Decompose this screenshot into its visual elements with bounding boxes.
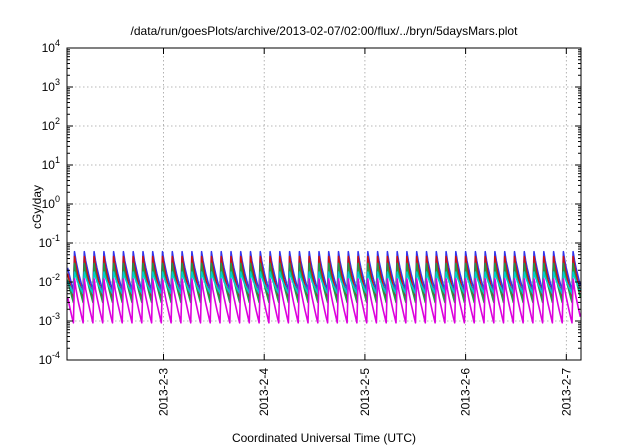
data-series-group — [66, 250, 582, 324]
x-tick-label: 2013-2-6 — [459, 368, 473, 416]
data-series-line-3 — [66, 262, 582, 304]
y-tick-label: 103 — [42, 77, 60, 94]
y-tick-label: 101 — [42, 155, 60, 172]
x-axis-ticks: 2013-2-3 2013-2-4 2013-2-5 2013-2-6 2013-2-7 — [157, 48, 573, 416]
y-tick-label: 10-4 — [39, 350, 60, 367]
x-tick-label: 2013-2-7 — [559, 368, 573, 416]
y-tick-label: 10-1 — [39, 233, 60, 250]
grid-lines — [67, 48, 581, 360]
chart-title: /data/run/goesPlots/archive/2013-02-07/0… — [131, 24, 519, 38]
y-tick-label: 100 — [42, 194, 60, 211]
y-axis-ticks: 10-4 10-3 10-2 10-1 100 101 102 103 104 — [39, 38, 581, 367]
x-tick-label: 2013-2-5 — [358, 368, 372, 416]
y-tick-label: 10-2 — [39, 272, 60, 289]
data-series-line-5 — [66, 278, 582, 324]
y-tick-label: 102 — [42, 116, 60, 133]
x-tick-label: 2013-2-4 — [257, 368, 271, 416]
x-axis-label: Coordinated Universal Time (UTC) — [232, 431, 416, 445]
y-axis-label: cGy/day — [30, 185, 44, 229]
x-tick-label: 2013-2-3 — [157, 368, 171, 416]
y-tick-label: 10-3 — [39, 311, 60, 328]
data-series-line-4 — [66, 271, 582, 295]
y-tick-label: 104 — [42, 38, 60, 55]
